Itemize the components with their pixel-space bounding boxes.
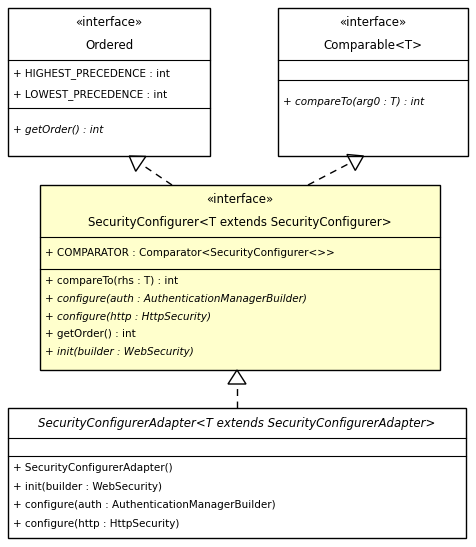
Text: Ordered: Ordered <box>85 39 133 52</box>
Text: + init(builder : WebSecurity): + init(builder : WebSecurity) <box>13 482 162 492</box>
Text: + compareTo(arg0 : T) : int: + compareTo(arg0 : T) : int <box>283 97 424 107</box>
Bar <box>278 8 468 156</box>
Text: + configure(auth : AuthenticationManagerBuilder): + configure(auth : AuthenticationManager… <box>45 294 307 304</box>
Text: + HIGHEST_PRECEDENCE : int: + HIGHEST_PRECEDENCE : int <box>13 68 170 79</box>
Text: + compareTo(rhs : T) : int: + compareTo(rhs : T) : int <box>45 276 178 286</box>
Text: + configure(http : HttpSecurity): + configure(http : HttpSecurity) <box>45 311 211 322</box>
Text: + init(builder : WebSecurity): + init(builder : WebSecurity) <box>45 347 194 357</box>
Text: + getOrder() : int: + getOrder() : int <box>45 329 136 340</box>
Bar <box>8 8 210 156</box>
Text: + LOWEST_PRECEDENCE : int: + LOWEST_PRECEDENCE : int <box>13 89 167 100</box>
Text: SecurityConfigurer<T extends SecurityConfigurer>: SecurityConfigurer<T extends SecurityCon… <box>88 216 392 229</box>
Text: + configure(auth : AuthenticationManagerBuilder): + configure(auth : AuthenticationManager… <box>13 501 276 510</box>
Text: «interface»: «interface» <box>339 16 407 29</box>
Text: Comparable<T>: Comparable<T> <box>324 39 423 52</box>
Text: + COMPARATOR : Comparator<SecurityConfigurer<>>: + COMPARATOR : Comparator<SecurityConfig… <box>45 248 335 258</box>
Text: + configure(http : HttpSecurity): + configure(http : HttpSecurity) <box>13 519 179 529</box>
Text: «interface»: «interface» <box>207 193 274 206</box>
Bar <box>8 408 466 538</box>
Text: SecurityConfigurerAdapter<T extends SecurityConfigurerAdapter>: SecurityConfigurerAdapter<T extends Secu… <box>38 416 436 429</box>
Text: + getOrder() : int: + getOrder() : int <box>13 125 103 135</box>
Text: «interface»: «interface» <box>75 16 143 29</box>
Text: + SecurityConfigurerAdapter(): + SecurityConfigurerAdapter() <box>13 463 173 473</box>
Bar <box>40 185 440 370</box>
